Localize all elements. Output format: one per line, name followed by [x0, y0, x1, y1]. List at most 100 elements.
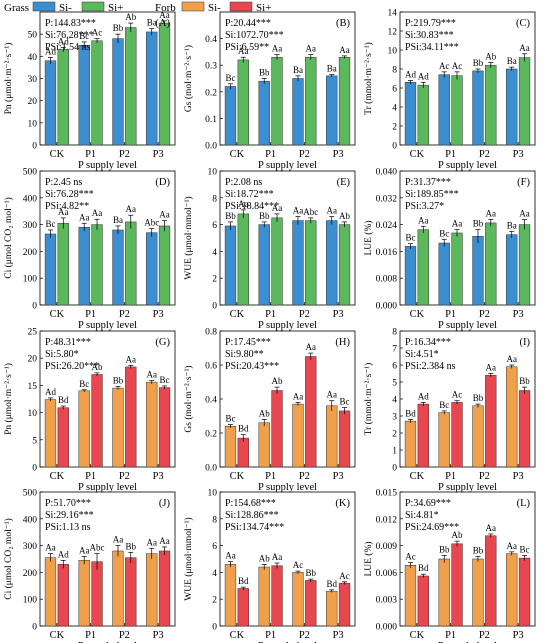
significance-label: Ab	[339, 211, 350, 221]
x-tick-label: P3	[333, 630, 344, 641]
bar	[146, 553, 158, 627]
panel-letter: (K)	[335, 498, 350, 509]
x-tick-label: P3	[513, 471, 524, 482]
panel-h: 0.0 0.2 0.4 0.6 0.8 Gs (mol·m⁻²·s⁻¹) CK P1 P2 P3 P…	[183, 328, 356, 493]
significance-label: Bb	[473, 545, 484, 555]
significance-label: Aa	[238, 46, 249, 56]
significance-label: Aa	[92, 208, 103, 218]
x-tick-label: P2	[299, 471, 310, 482]
x-axis-label: P supply level	[438, 482, 497, 493]
y-axis-label: Gs (mol·m⁻²·s⁻¹)	[183, 45, 194, 112]
stat-annotation: Si:4.51*	[405, 349, 439, 360]
significance-label: Ba	[507, 56, 517, 66]
bar	[112, 38, 124, 146]
chart-legend: Grass Si- Si+ Forb Si- Si+	[0, 0, 550, 14]
bar	[44, 233, 57, 306]
x-tick-label: P2	[479, 471, 490, 482]
y-tick-label: 40	[28, 53, 38, 63]
stat-annotation: PSi:134.74***	[225, 522, 284, 533]
plot-frame	[399, 491, 536, 627]
significance-label: Aa	[225, 551, 236, 561]
y-tick-label: 0.000	[376, 302, 398, 312]
bar	[78, 560, 90, 627]
bar	[438, 558, 450, 627]
y-tick-label: 4	[212, 569, 217, 579]
plot-frame	[399, 170, 536, 306]
y-tick-label: 0.032	[376, 194, 398, 204]
y-tick-label: 300	[23, 542, 38, 552]
bar	[338, 582, 351, 627]
significance-label: Bc	[340, 397, 350, 407]
bar	[485, 535, 497, 627]
y-tick-label: 10	[388, 47, 398, 57]
y-axis-label: WUE (μmol·mmol⁻¹)	[183, 517, 194, 600]
bar	[112, 550, 124, 627]
x-tick-label: CK	[410, 471, 425, 482]
significance-label: Ac	[293, 560, 304, 570]
y-tick-label: 500	[23, 489, 38, 499]
significance-label: Aa	[79, 212, 90, 222]
legend-swatch	[32, 1, 56, 12]
y-tick-label: 0	[32, 302, 37, 312]
panel-letter: (B)	[336, 18, 351, 29]
significance-label: Aa	[272, 44, 283, 54]
significance-label: Bc	[405, 233, 415, 243]
bar	[237, 213, 249, 306]
y-tick-label: 6	[212, 542, 217, 552]
bar	[518, 557, 531, 627]
bar	[506, 68, 518, 146]
x-axis-label: P supply level	[258, 482, 317, 493]
stat-annotation: P:2.45 ns	[45, 177, 82, 188]
bar	[224, 86, 237, 146]
x-tick-label: P1	[445, 149, 456, 160]
x-tick-label: P1	[445, 309, 456, 320]
bar	[158, 387, 171, 468]
significance-label: Aa	[326, 206, 337, 216]
y-tick-label: 0.4	[205, 35, 217, 45]
y-tick-label: 8	[212, 515, 217, 525]
bar	[91, 561, 103, 627]
bar	[506, 234, 518, 306]
significance-label: Bb	[259, 68, 270, 78]
significance-label: Bb	[259, 211, 270, 221]
panel-letter: (A)	[155, 18, 170, 29]
significance-label: Ab	[125, 12, 136, 22]
stat-annotation: P:31.37***	[405, 177, 451, 188]
y-axis-label: Ci (μmol CO₂ mol⁻¹)	[3, 197, 14, 278]
stat-annotation: Si:128.86***	[225, 510, 279, 521]
y-tick-label: 4	[212, 248, 217, 258]
significance-label: Aa	[58, 207, 69, 217]
significance-label: Aa	[486, 363, 497, 373]
x-tick-label: P3	[153, 149, 164, 160]
bar	[125, 221, 137, 306]
bar	[338, 410, 351, 468]
x-tick-label: P2	[119, 309, 130, 320]
significance-label: Bc	[160, 375, 170, 385]
x-tick-label: CK	[50, 471, 65, 482]
legend-label: Si+	[256, 2, 271, 14]
x-tick-label: P3	[153, 630, 164, 641]
x-tick-label: CK	[50, 309, 65, 320]
x-tick-label: CK	[50, 149, 65, 160]
significance-label: Bb	[519, 376, 530, 386]
bar	[506, 366, 518, 468]
bar	[271, 217, 283, 306]
significance-label: Aa	[306, 44, 317, 54]
stat-annotation: P:219.79***	[405, 18, 456, 29]
legend-label: Si-	[59, 2, 72, 14]
stat-annotation: P:16.34***	[405, 337, 451, 348]
bar	[518, 224, 531, 306]
significance-label: Ba	[113, 215, 123, 225]
x-axis-label: P supply level	[438, 320, 497, 331]
bar	[438, 412, 450, 468]
significance-label: Bb	[113, 375, 124, 385]
bar	[91, 374, 103, 468]
significance-label: Ad	[418, 391, 429, 401]
bar	[472, 70, 484, 146]
stat-annotation: Si:29.16***	[45, 510, 94, 521]
significance-label: Aa	[519, 209, 530, 219]
y-tick-label: 0.4	[205, 396, 217, 406]
significance-label: Bc	[79, 31, 89, 41]
y-tick-label: 200	[23, 569, 38, 579]
